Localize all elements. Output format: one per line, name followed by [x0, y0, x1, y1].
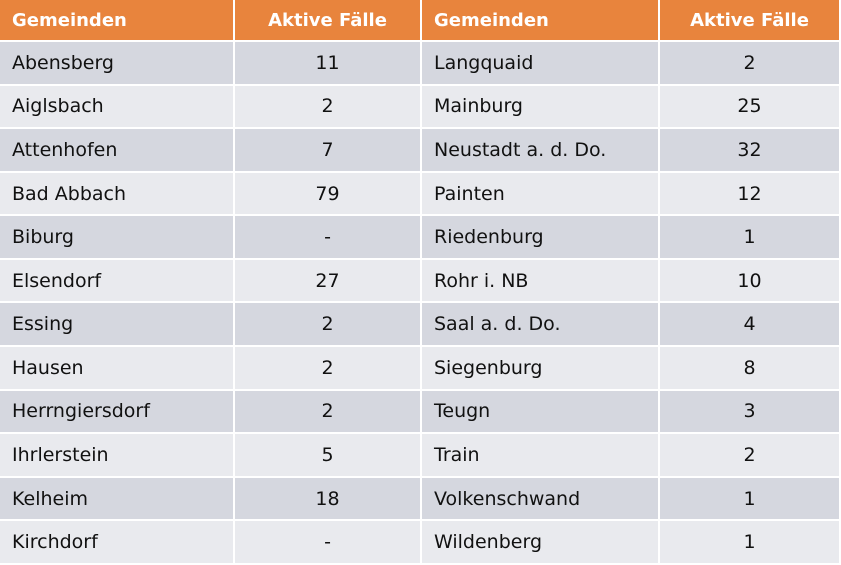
municipality: Aiglsbach — [0, 85, 235, 130]
case-count: 4 — [660, 303, 841, 348]
case-count: 27 — [235, 259, 422, 304]
municipality: Ihrlerstein — [0, 434, 235, 478]
municipality: Herrngiersdorf — [0, 390, 235, 435]
case-count: - — [235, 216, 422, 260]
case-count: 12 — [660, 172, 841, 217]
case-count: 5 — [235, 434, 422, 478]
municipality: Neustadt a. d. Do. — [422, 129, 660, 173]
municipality: Siegenburg — [422, 347, 660, 391]
municipality: Langquaid — [422, 42, 660, 86]
case-count: 1 — [660, 521, 841, 565]
case-count: 8 — [660, 347, 841, 391]
case-count: 2 — [660, 42, 841, 86]
municipality: Teugn — [422, 390, 660, 435]
municipality: Volkenschwand — [422, 477, 660, 522]
case-count: - — [235, 521, 422, 565]
municipality: Wildenberg — [422, 521, 660, 565]
municipality: Painten — [422, 172, 660, 217]
municipality: Saal a. d. Do. — [422, 303, 660, 348]
case-count: 1 — [660, 477, 841, 522]
municipality: Mainburg — [422, 85, 660, 130]
header-cell: Gemeinden — [422, 0, 660, 42]
case-count: 79 — [235, 172, 422, 217]
case-count: 2 — [235, 347, 422, 391]
case-count: 2 — [235, 303, 422, 348]
municipality: Hausen — [0, 347, 235, 391]
municipality: Rohr i. NB — [422, 259, 660, 304]
case-count: 18 — [235, 477, 422, 522]
case-count: 2 — [235, 390, 422, 435]
municipality: Bad Abbach — [0, 172, 235, 217]
header-cell: Gemeinden — [0, 0, 235, 42]
case-count: 2 — [235, 85, 422, 130]
municipality: Kelheim — [0, 477, 235, 522]
municipality: Abensberg — [0, 42, 235, 86]
case-count: 2 — [660, 434, 841, 478]
case-count: 25 — [660, 85, 841, 130]
municipality: Elsendorf — [0, 259, 235, 304]
municipality: Essing — [0, 303, 235, 348]
header-cell: Aktive Fälle — [235, 0, 422, 42]
case-count: 1 — [660, 216, 841, 260]
case-count: 3 — [660, 390, 841, 435]
municipality: Train — [422, 434, 660, 478]
case-count: 7 — [235, 129, 422, 173]
municipality: Riedenburg — [422, 216, 660, 260]
header-cell: Aktive Fälle — [660, 0, 841, 42]
municipality: Attenhofen — [0, 129, 235, 173]
municipality: Kirchdorf — [0, 521, 235, 565]
case-count: 11 — [235, 42, 422, 86]
municipality: Biburg — [0, 216, 235, 260]
case-count: 10 — [660, 259, 841, 304]
case-count: 32 — [660, 129, 841, 173]
